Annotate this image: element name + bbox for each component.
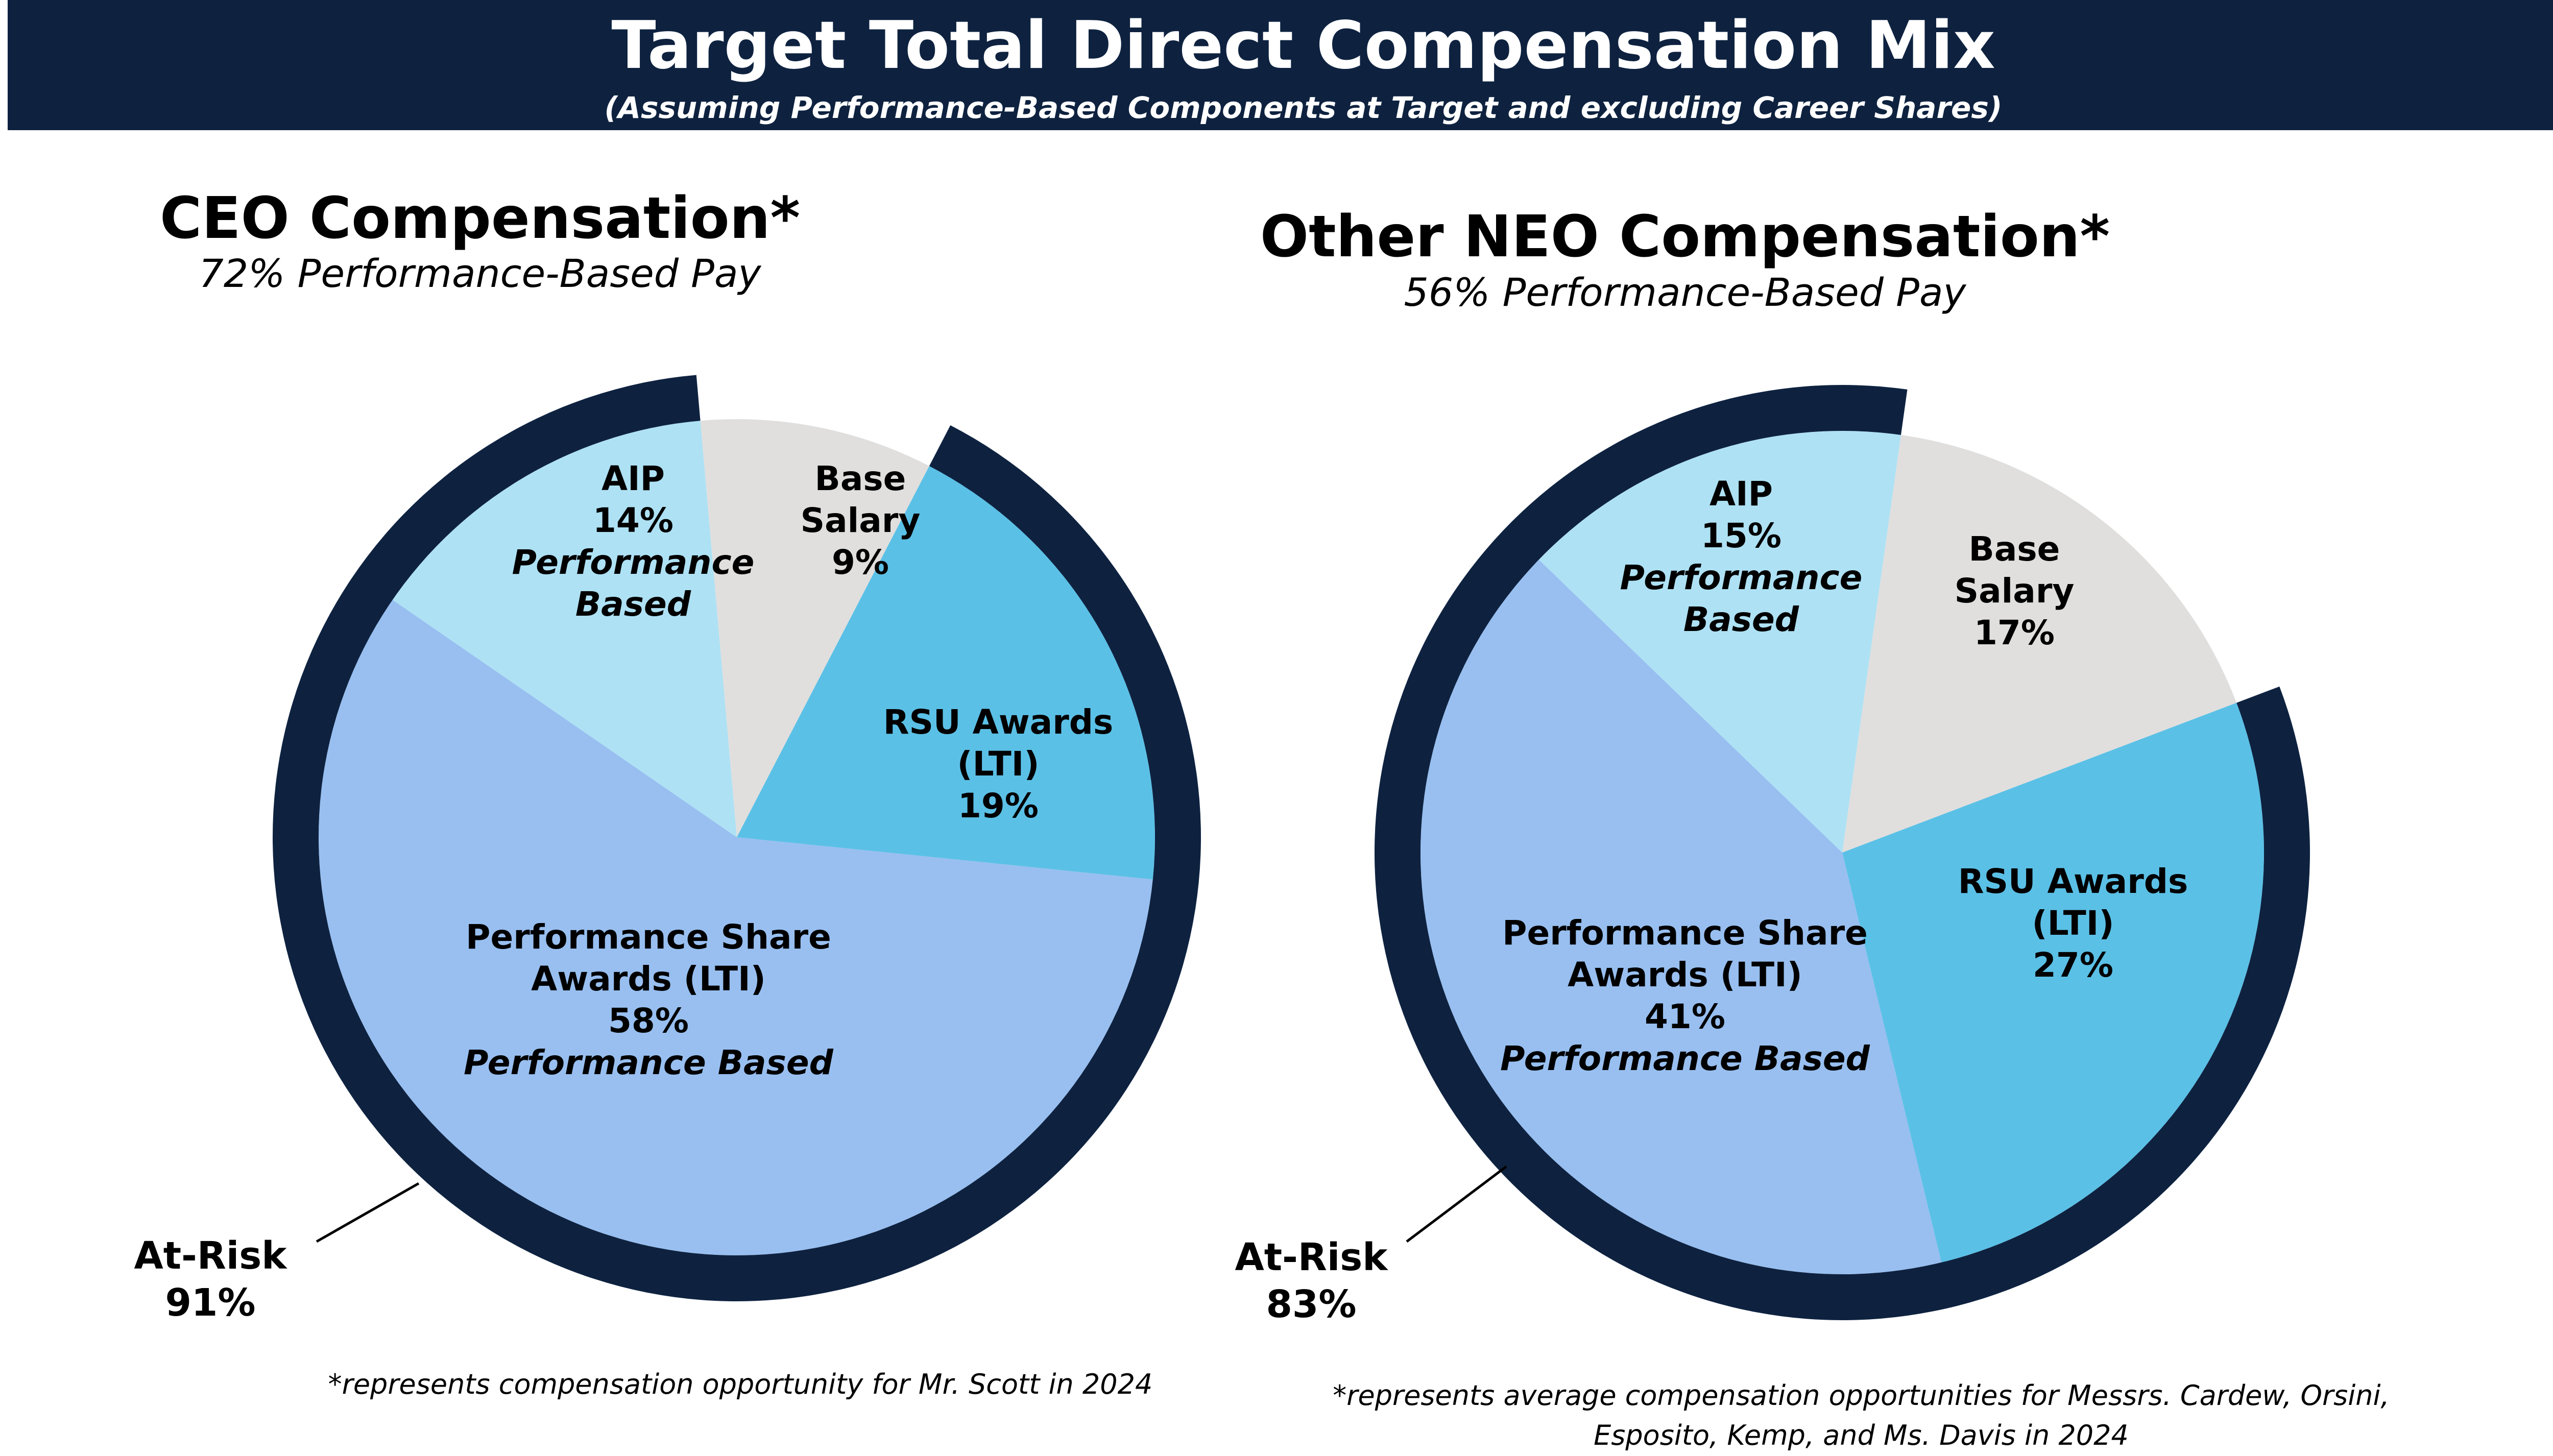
ceo-slice-base-salary bbox=[700, 419, 929, 837]
neo-slice-label-performance-share-awards-lti: Performance Share Awards (LTI) 41% Performa… bbox=[1500, 913, 1870, 1078]
neo-slice-aip bbox=[1538, 431, 1901, 853]
neo-slice-rsu-awards-lti bbox=[1842, 702, 2264, 1263]
chart-main-title: Target Total Direct Compensation Mix bbox=[611, 8, 1995, 84]
ceo-slice-rsu-awards-lti bbox=[737, 466, 1155, 880]
neo-at-risk-label: At-Risk 83% bbox=[1235, 1235, 1389, 1326]
neo-slice-label-aip: AIP 15% Performance Based bbox=[1620, 474, 1863, 639]
neo-slice-base-salary bbox=[1842, 435, 2237, 853]
ceo-panel-subtitle: 72% Performance-Based Pay bbox=[199, 251, 761, 296]
neo-panel-subtitle: 56% Performance-Based Pay bbox=[1404, 270, 1966, 315]
ceo-slice-label-rsu-awards-lti: RSU Awards (LTI) 19% bbox=[883, 702, 1114, 826]
neo-at-risk-leader-line bbox=[1406, 1166, 1507, 1243]
neo-footnote-line-2: Esposito, Kemp, and Ms. Davis in 2024 bbox=[1594, 1419, 2129, 1452]
ceo-slice-label-performance-share-awards-lti: Performance Share Awards (LTI) 58% Performa… bbox=[464, 917, 834, 1082]
ceo-panel-title: CEO Compensation* bbox=[159, 185, 801, 252]
header-banner: Target Total Direct Compensation Mix (As… bbox=[8, 0, 2553, 130]
ceo-slice-aip bbox=[392, 421, 737, 837]
ceo-at-risk-label: At-Risk 91% bbox=[134, 1234, 288, 1325]
ceo-slice-label-aip: AIP 14% Performance Based bbox=[512, 459, 755, 624]
neo-slice-label-base-salary: Base Salary 17% bbox=[1955, 529, 2075, 652]
ceo-at-risk-leader-line bbox=[316, 1182, 420, 1243]
ceo-footnote: *represents compensation opportunity for… bbox=[328, 1368, 1153, 1400]
neo-panel-title: Other NEO Compensation* bbox=[1260, 204, 2110, 270]
neo-slice-label-rsu-awards-lti: RSU Awards (LTI) 27% bbox=[1958, 862, 2188, 985]
neo-slice-performance-share-awards-lti bbox=[1420, 560, 1942, 1274]
chart-main-subtitle: (Assuming Performance-Based Components a… bbox=[604, 90, 2003, 125]
neo-footnote-line-1: *represents average compensation opportu… bbox=[1333, 1379, 2390, 1412]
ceo-slice-performance-share-awards-lti bbox=[319, 599, 1153, 1255]
ceo-slice-label-base-salary: Base Salary 9% bbox=[801, 459, 921, 582]
neo-footnote: *represents average compensation opportu… bbox=[1236, 1376, 2487, 1456]
